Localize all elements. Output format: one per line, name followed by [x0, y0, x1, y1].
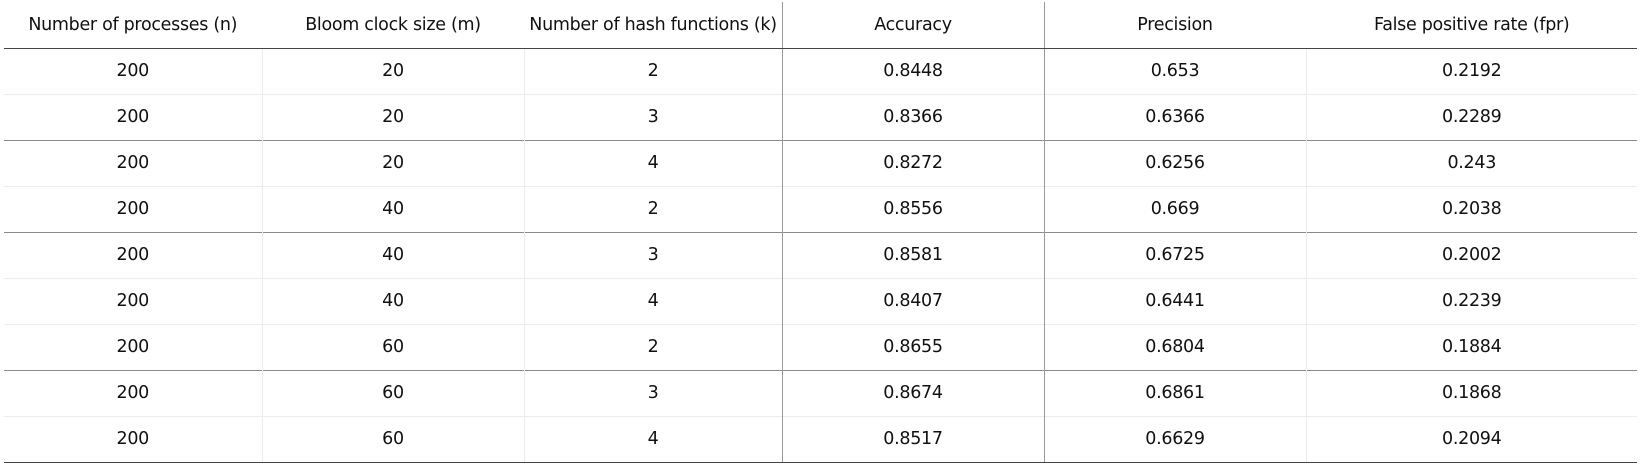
cell-bloom-clock-size: 40: [261, 277, 524, 324]
header-bloom-clock-size: Bloom clock size (m): [261, 2, 524, 49]
cell-accuracy: 0.8366: [781, 93, 1044, 140]
table-row: 200 20 4 0.8272 0.6256 0.243: [4, 139, 1637, 186]
cell-bloom-clock-size: 20: [261, 93, 524, 140]
cell-bloom-clock-size: 60: [261, 369, 524, 416]
cell-hash-functions: 4: [523, 415, 782, 463]
cell-false-positive-rate: 0.2094: [1305, 415, 1637, 463]
cell-accuracy: 0.8674: [781, 369, 1044, 416]
cell-precision: 0.6366: [1043, 93, 1306, 140]
cell-hash-functions: 2: [523, 48, 782, 94]
cell-accuracy: 0.8407: [781, 277, 1044, 324]
cell-bloom-clock-size: 40: [261, 185, 524, 232]
cell-precision: 0.6861: [1043, 369, 1306, 416]
header-processes: Number of processes (n): [4, 2, 262, 49]
cell-accuracy: 0.8517: [781, 415, 1044, 463]
cell-accuracy: 0.8655: [781, 323, 1044, 370]
cell-processes: 200: [4, 277, 262, 324]
cell-bloom-clock-size: 60: [261, 415, 524, 463]
table-row: 200 40 4 0.8407 0.6441 0.2239: [4, 277, 1637, 324]
table-row: 200 60 3 0.8674 0.6861 0.1868: [4, 369, 1637, 416]
cell-processes: 200: [116, 61, 149, 81]
cell-false-positive-rate: 0.243: [1305, 139, 1637, 186]
cell-hash-functions: 3: [523, 93, 782, 140]
cell-accuracy: 0.8556: [781, 185, 1044, 232]
header-hash-functions: Number of hash functions (k): [523, 2, 782, 49]
cell-processes: 200: [4, 369, 262, 416]
table-row: 200 20 3 0.8366 0.6366 0.2289: [4, 93, 1637, 140]
header-precision: Precision: [1043, 2, 1306, 49]
results-table: Number of processes (n) Bloom clock size…: [4, 2, 1637, 463]
table-row: 200 40 3 0.8581 0.6725 0.2002: [4, 231, 1637, 278]
cell-precision: 0.669: [1043, 185, 1306, 232]
cell-processes: 200: [4, 139, 262, 186]
cell-precision: 0.6804: [1043, 323, 1306, 370]
cell-processes: 200: [4, 93, 262, 140]
cell-false-positive-rate: 0.1884: [1305, 323, 1637, 370]
cell-hash-functions: 2: [523, 323, 782, 370]
cell-false-positive-rate: 0.2289: [1305, 93, 1637, 140]
header-accuracy: Accuracy: [781, 2, 1044, 49]
header-false-positive-rate: False positive rate (fpr): [1305, 2, 1637, 49]
cell-accuracy: 0.8448: [781, 48, 1044, 94]
cell-bloom-clock-size: 20: [261, 48, 524, 94]
cell-processes: 200: [4, 415, 262, 463]
cell-precision: 0.6629: [1043, 415, 1306, 463]
cell-bloom-clock-size: 60: [261, 323, 524, 370]
cell-precision: 0.6441: [1043, 277, 1306, 324]
cell-false-positive-rate: 0.2239: [1305, 277, 1637, 324]
cell-hash-functions: 2: [523, 185, 782, 232]
cell-hash-functions: 4: [523, 277, 782, 324]
cell-false-positive-rate: 0.2192: [1305, 48, 1637, 94]
cell-hash-functions: 3: [523, 231, 782, 278]
cell-processes: 200: [4, 323, 262, 370]
cell-false-positive-rate: 0.1868: [1305, 369, 1637, 416]
cell-false-positive-rate: 0.2038: [1305, 185, 1637, 232]
cell-hash-functions: 4: [523, 139, 782, 186]
cell-accuracy: 0.8581: [781, 231, 1044, 278]
header-row: Number of processes (n) Bloom clock size…: [4, 2, 1637, 49]
cell-false-positive-rate: 0.2002: [1305, 231, 1637, 278]
table-row: 200 20 2 0.8448 0.653 0.2192: [4, 48, 1637, 94]
cell-precision: 0.6256: [1043, 139, 1306, 186]
cell-hash-functions: 3: [523, 369, 782, 416]
cell-processes: 200: [4, 231, 262, 278]
table-row: 200 60 2 0.8655 0.6804 0.1884: [4, 323, 1637, 370]
cell-precision: 0.6725: [1043, 231, 1306, 278]
cell-accuracy: 0.8272: [781, 139, 1044, 186]
table-row: 200 60 4 0.8517 0.6629 0.2094: [4, 415, 1637, 463]
cell-bloom-clock-size: 20: [261, 139, 524, 186]
cell-precision: 0.653: [1043, 48, 1306, 94]
table-row: 200 40 2 0.8556 0.669 0.2038: [4, 185, 1637, 232]
cell-processes: 200: [4, 185, 262, 232]
cell-bloom-clock-size: 40: [261, 231, 524, 278]
